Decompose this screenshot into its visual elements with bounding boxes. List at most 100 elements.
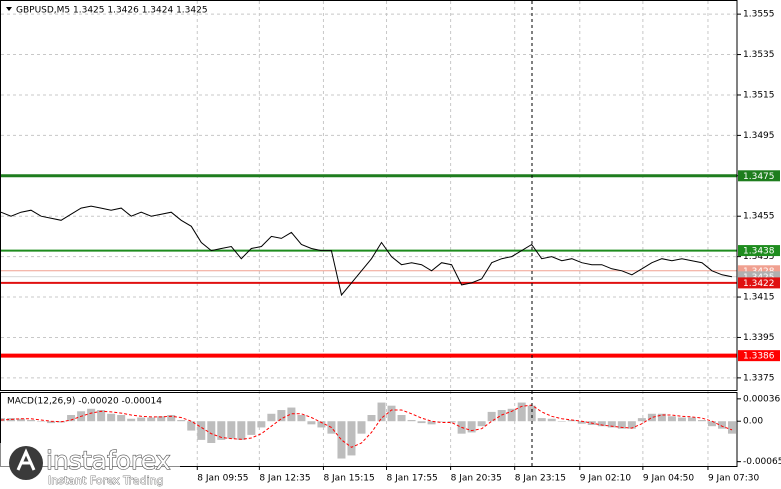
macd-bar xyxy=(377,402,386,422)
y-tick-label: 1.3415 xyxy=(743,293,775,303)
macd-bar xyxy=(237,421,246,440)
macd-bar xyxy=(17,418,26,422)
macd-bar xyxy=(87,408,96,422)
macd-bar xyxy=(137,417,146,422)
macd-bar xyxy=(407,419,416,422)
macd-bar xyxy=(657,413,666,422)
watermark-brand: instaforex xyxy=(46,446,171,475)
x-tick-label: 9 Jan 02:10 xyxy=(580,474,632,484)
macd-bar xyxy=(677,417,686,422)
level-label: 1.3386 xyxy=(743,352,775,362)
macd-bar xyxy=(547,418,556,422)
macd-bar xyxy=(257,421,266,428)
macd-bar xyxy=(307,421,316,425)
macd-bar xyxy=(317,421,326,428)
macd-bar xyxy=(527,405,536,422)
macd-bar xyxy=(207,421,216,443)
y-tick-label: 1.3535 xyxy=(743,50,775,60)
macd-bar xyxy=(467,421,476,433)
macd-bar xyxy=(167,415,176,422)
x-tick-label: 8 Jan 09:55 xyxy=(197,474,248,484)
macd-bar xyxy=(477,421,486,427)
macd-bar xyxy=(577,421,586,424)
macd-bar xyxy=(697,419,706,422)
y-tick-label: 1.3455 xyxy=(743,212,775,222)
macd-bar xyxy=(487,411,496,422)
watermark-tagline: Instant Forex Trading xyxy=(48,474,164,487)
macd-bar xyxy=(337,421,346,459)
y-tick-label: 0.00036 xyxy=(743,394,780,404)
y-tick-label: 1.3435 xyxy=(743,252,775,262)
macd-bar xyxy=(347,421,356,456)
macd-bar xyxy=(387,405,396,422)
x-tick-label: 8 Jan 12:35 xyxy=(259,474,310,484)
macd-bar xyxy=(27,419,36,422)
macd-bar xyxy=(277,410,286,422)
macd-bar xyxy=(117,415,126,422)
macd-pane-frame xyxy=(0,392,738,467)
macd-bar xyxy=(47,421,56,424)
price-pane-frame xyxy=(0,0,738,391)
watermark-logo-mark xyxy=(16,448,36,471)
level-label-box xyxy=(738,271,780,283)
macd-bar xyxy=(707,421,716,427)
level-label-box xyxy=(738,277,780,289)
macd-bar xyxy=(637,418,646,422)
macd-bar xyxy=(37,421,46,422)
macd-bar xyxy=(627,421,636,429)
x-tick-label: 8 Jan 17:55 xyxy=(387,474,438,484)
macd-bar xyxy=(127,418,136,422)
y-tick-label: -0.00065 xyxy=(743,457,781,467)
plot-layer xyxy=(0,1,737,470)
level-label-box xyxy=(738,245,780,257)
macd-bar xyxy=(227,421,236,439)
y-tick-label: 1.3495 xyxy=(743,131,775,141)
x-tick-label: 9 Jan 07:30 xyxy=(708,474,760,484)
macd-bar xyxy=(67,415,76,422)
macd-bar xyxy=(437,421,446,422)
macd-bar xyxy=(297,415,306,422)
macd-bar xyxy=(557,421,566,422)
chart-title: GBPUSD,M5 1.3425 1.3426 1.3424 1.3425 xyxy=(16,6,208,16)
macd-bar xyxy=(417,421,426,424)
macd-bar xyxy=(517,402,526,422)
level-label: 1.3475 xyxy=(743,172,775,182)
macd-bar xyxy=(667,416,676,422)
macd-bar xyxy=(197,421,206,440)
level-label: 1.3422 xyxy=(743,279,775,289)
watermark: instaforex Instant Forex Trading xyxy=(0,443,180,489)
macd-bar xyxy=(157,416,166,422)
y-tick-label: 1.3395 xyxy=(743,333,775,343)
macd-bar xyxy=(507,408,516,422)
macd-bar xyxy=(107,413,116,422)
level-label-box xyxy=(738,170,780,182)
macd-bar xyxy=(447,421,456,423)
macd-bar xyxy=(717,421,726,429)
macd-bar xyxy=(727,421,736,434)
macd-bar xyxy=(497,410,506,422)
y-tick-label: 1.3555 xyxy=(743,10,775,20)
macd-bar xyxy=(367,415,376,422)
x-tick-label: 9 Jan 04:50 xyxy=(643,474,695,484)
symbol-icon xyxy=(6,7,12,11)
x-tick-label: 8 Jan 23:15 xyxy=(515,474,566,484)
price-line xyxy=(0,205,733,297)
level-label-box xyxy=(738,265,780,277)
y-tick-label: 1.3375 xyxy=(743,373,775,383)
macd-bar xyxy=(177,419,186,422)
y-tick-label: 0.00 xyxy=(743,417,763,427)
x-tick-label: 8 Jan 15:15 xyxy=(323,474,374,484)
y-tick-label: 1.3515 xyxy=(743,90,775,100)
macd-bar xyxy=(267,413,276,422)
macd-bar xyxy=(357,421,366,434)
macd-bar xyxy=(147,417,156,422)
x-tick-label: 8 Jan 20:35 xyxy=(451,474,502,484)
level-label-box xyxy=(738,350,780,362)
macd-bar xyxy=(567,419,576,422)
macd-bar xyxy=(537,418,546,422)
macd-bar xyxy=(647,413,656,422)
macd-bar xyxy=(217,421,226,440)
macd-bar xyxy=(617,421,626,429)
macd-bar xyxy=(597,421,606,427)
